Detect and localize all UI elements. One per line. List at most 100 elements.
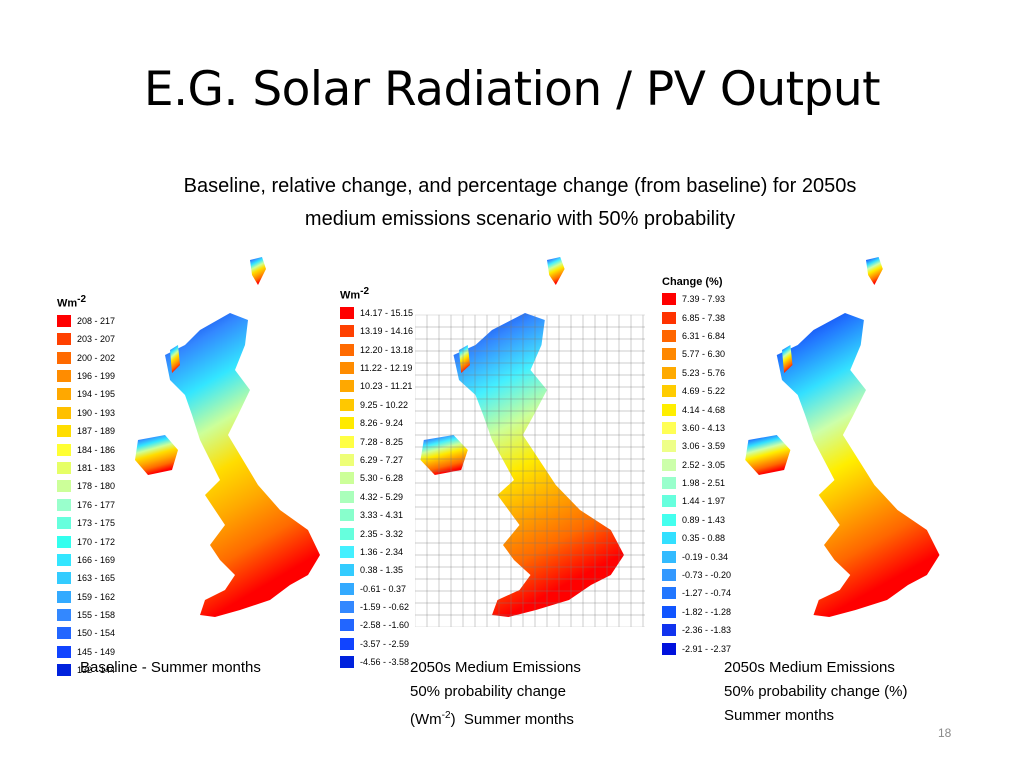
grid-cell — [630, 530, 644, 544]
grid-cell — [522, 506, 536, 520]
grid-cell — [606, 494, 620, 508]
grid-cell — [618, 494, 632, 508]
grid-cell — [618, 518, 632, 532]
grid-cell — [474, 482, 488, 496]
grid-cell — [618, 422, 632, 436]
great-britain-mainland — [776, 313, 940, 617]
grid-cell — [642, 470, 645, 484]
grid-cell — [594, 602, 608, 616]
grid-cell — [570, 458, 584, 472]
grid-cell — [642, 314, 645, 328]
legend-swatch — [57, 406, 71, 419]
grid-cell — [474, 434, 488, 448]
grid-cell — [522, 422, 536, 436]
grid-cell — [606, 410, 620, 424]
grid-cell — [426, 374, 440, 388]
legend-label: 1.36 - 2.34 — [360, 546, 404, 557]
legend-entry: 173 - 175 — [57, 514, 115, 532]
grid-cell — [606, 518, 620, 532]
grid-cell — [462, 614, 476, 627]
grid-cell — [606, 590, 620, 604]
legend-swatch — [662, 293, 676, 306]
grid-cell — [606, 602, 620, 616]
legend-entry: 0.89 - 1.43 — [662, 511, 731, 529]
grid-cell — [534, 470, 548, 484]
grid-cell — [594, 530, 608, 544]
grid-cell — [558, 578, 572, 592]
grid-cell — [498, 458, 512, 472]
legend-entry: 0.38 - 1.35 — [340, 561, 413, 579]
grid-cell — [462, 590, 476, 604]
grid-cell — [570, 590, 584, 604]
legend-entry: 200 - 202 — [57, 348, 115, 366]
grid-cell — [498, 602, 512, 616]
grid-cell — [474, 530, 488, 544]
grid-cell — [618, 458, 632, 472]
grid-cell — [438, 482, 452, 496]
grid-cell — [606, 578, 620, 592]
grid-cell — [594, 590, 608, 604]
grid-cell — [415, 326, 428, 340]
grid-cell — [642, 410, 645, 424]
grid-cell — [570, 386, 584, 400]
percentage-change-caption-line-1: 2050s Medium Emissions — [724, 659, 895, 676]
legend-swatch — [340, 325, 354, 338]
grid-cell — [510, 398, 524, 412]
grid-cell — [522, 614, 536, 627]
grid-cell — [522, 338, 536, 352]
grid-cell — [415, 446, 428, 460]
legend-entry: 1.44 - 1.97 — [662, 492, 731, 510]
legend-entry: 1.36 - 2.34 — [340, 543, 413, 561]
grid-cell — [438, 578, 452, 592]
grid-cell — [606, 338, 620, 352]
legend-swatch — [662, 642, 676, 655]
grid-cell — [606, 470, 620, 484]
grid-cell — [546, 602, 560, 616]
legend-swatch — [57, 314, 71, 327]
grid-cell — [498, 338, 512, 352]
grid-cell — [522, 530, 536, 544]
grid-cell — [618, 338, 632, 352]
grid-cell — [582, 434, 596, 448]
grid-cell — [642, 518, 645, 532]
legend-label: -4.56 - -3.58 — [360, 657, 410, 668]
legend-entry: 5.23 - 5.76 — [662, 364, 731, 382]
grid-cell — [474, 374, 488, 388]
grid-cell — [546, 530, 560, 544]
grid-cell — [594, 374, 608, 388]
grid-cell — [594, 470, 608, 484]
grid-cell — [546, 542, 560, 556]
grid-cell — [546, 494, 560, 508]
legend-label: 7.39 - 7.93 — [682, 294, 726, 305]
legend-swatch — [340, 306, 354, 319]
grid-cell — [462, 410, 476, 424]
legend-entry: 3.60 - 4.13 — [662, 419, 731, 437]
grid-cell — [534, 482, 548, 496]
absolute-change-legend: Wm-2 14.17 - 15.15 13.19 - 14.16 12.20 - 1… — [340, 286, 413, 671]
grid-cell — [498, 326, 512, 340]
grid-cell — [426, 338, 440, 352]
grid-cell — [474, 494, 488, 508]
legend-swatch — [662, 403, 676, 416]
grid-cell — [498, 446, 512, 460]
legend-entry: 145 - 149 — [57, 643, 115, 661]
legend-entry: 132 - 144 — [57, 661, 115, 679]
grid-cell — [582, 470, 596, 484]
legend-entry: 170 - 172 — [57, 532, 115, 550]
grid-cell — [486, 446, 500, 460]
grid-cell — [642, 326, 645, 340]
grid-cell — [462, 602, 476, 616]
legend-label: 3.60 - 4.13 — [682, 422, 726, 433]
legend-label: 150 - 154 — [77, 628, 116, 639]
grid-cell — [534, 602, 548, 616]
legend-entry: 178 - 180 — [57, 477, 115, 495]
legend-swatch — [57, 461, 71, 474]
baseline-solar-radiation-map — [135, 257, 320, 617]
grid-cell — [558, 386, 572, 400]
grid-cell — [450, 458, 464, 472]
grid-cell — [486, 350, 500, 364]
grid-cell — [546, 470, 560, 484]
grid-cell — [534, 446, 548, 460]
grid-cell — [618, 314, 632, 328]
legend-label: 170 - 172 — [77, 536, 116, 547]
